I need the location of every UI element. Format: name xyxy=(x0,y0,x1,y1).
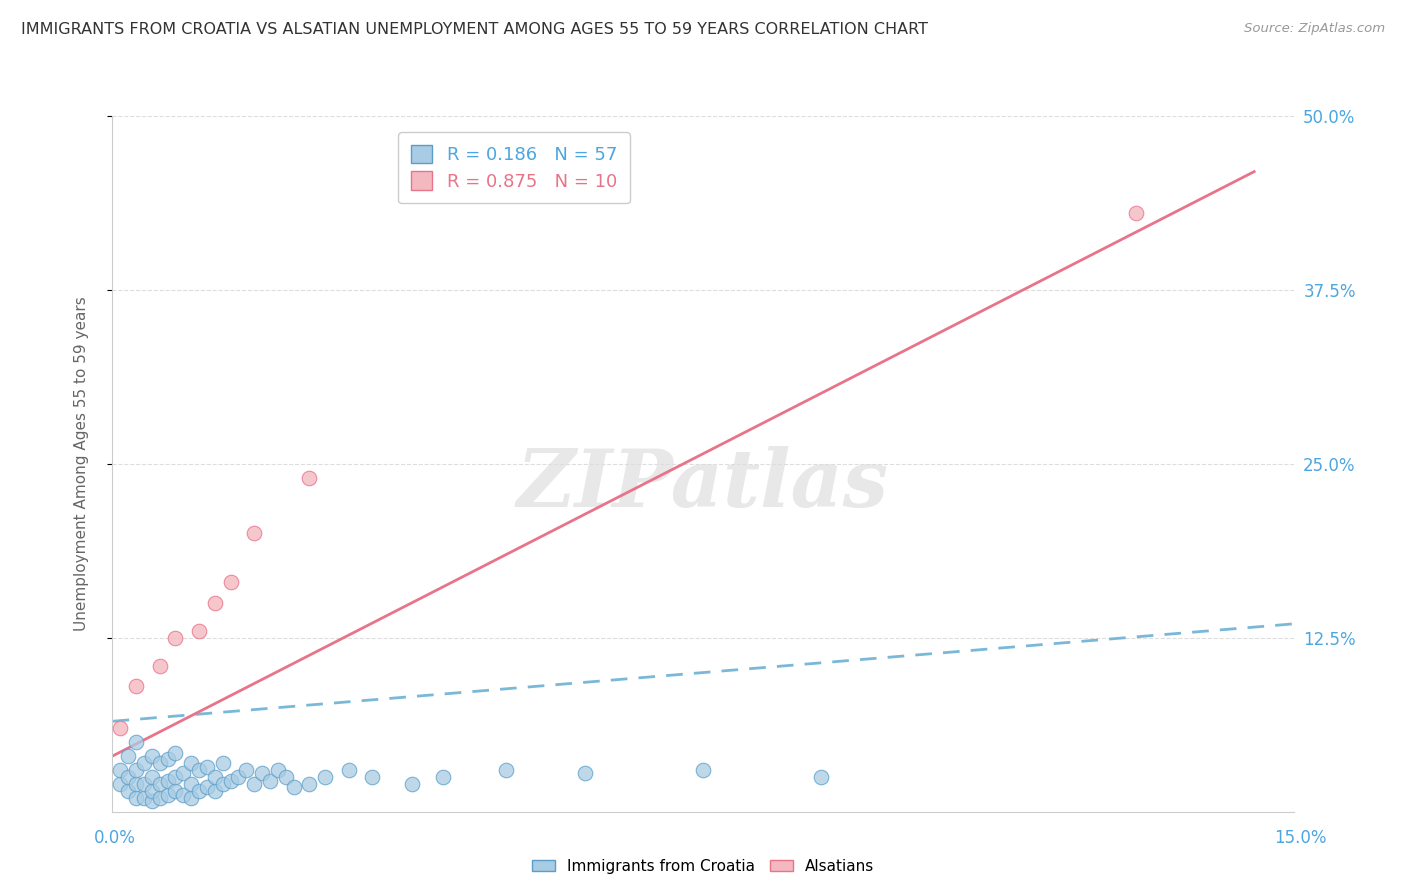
Point xyxy=(180,777,202,791)
Point xyxy=(274,770,297,784)
Point xyxy=(149,777,172,791)
Point xyxy=(125,790,148,805)
Point xyxy=(132,790,155,805)
Point xyxy=(283,780,305,794)
Point xyxy=(401,777,423,791)
Point xyxy=(195,760,218,774)
Point xyxy=(141,794,163,808)
Point xyxy=(180,756,202,770)
Point xyxy=(188,784,211,798)
Point xyxy=(235,763,257,777)
Point xyxy=(810,770,832,784)
Point xyxy=(149,658,172,673)
Point xyxy=(165,631,187,645)
Point xyxy=(125,680,148,694)
Point xyxy=(141,749,163,764)
Point xyxy=(267,763,290,777)
Point xyxy=(361,770,384,784)
Point xyxy=(172,765,194,780)
Point xyxy=(219,575,242,590)
Point xyxy=(259,774,281,789)
Point xyxy=(204,596,226,610)
Point xyxy=(165,784,187,798)
Point xyxy=(165,770,187,784)
Point xyxy=(1125,206,1147,220)
Point xyxy=(125,777,148,791)
Point xyxy=(188,763,211,777)
Point xyxy=(172,788,194,802)
Point xyxy=(432,770,454,784)
Point xyxy=(132,756,155,770)
Point xyxy=(117,784,139,798)
Point xyxy=(110,721,132,735)
Point xyxy=(165,746,187,760)
Point xyxy=(298,777,321,791)
Point xyxy=(180,790,202,805)
Point xyxy=(156,788,179,802)
Point xyxy=(117,749,139,764)
Point xyxy=(298,471,321,485)
Point xyxy=(110,763,132,777)
Y-axis label: Unemployment Among Ages 55 to 59 years: Unemployment Among Ages 55 to 59 years xyxy=(75,296,89,632)
Point xyxy=(188,624,211,638)
Point xyxy=(149,790,172,805)
Point xyxy=(243,526,266,541)
Point xyxy=(243,777,266,791)
Point xyxy=(141,784,163,798)
Point xyxy=(117,770,139,784)
Point xyxy=(337,763,360,777)
Point xyxy=(156,774,179,789)
Point xyxy=(204,784,226,798)
Point xyxy=(219,774,242,789)
Legend: R = 0.186   N = 57, R = 0.875   N = 10: R = 0.186 N = 57, R = 0.875 N = 10 xyxy=(398,132,630,203)
Point xyxy=(195,780,218,794)
Text: Source: ZipAtlas.com: Source: ZipAtlas.com xyxy=(1244,22,1385,36)
Point xyxy=(692,763,714,777)
Point xyxy=(132,777,155,791)
Point xyxy=(156,752,179,766)
Point xyxy=(228,770,250,784)
Point xyxy=(211,777,233,791)
Text: ZIPatlas: ZIPatlas xyxy=(517,446,889,524)
Point xyxy=(110,777,132,791)
Legend: Immigrants from Croatia, Alsatians: Immigrants from Croatia, Alsatians xyxy=(526,853,880,880)
Point xyxy=(125,735,148,749)
Point xyxy=(574,765,596,780)
Text: 0.0%: 0.0% xyxy=(94,829,136,847)
Text: 15.0%: 15.0% xyxy=(1274,829,1327,847)
Point xyxy=(250,765,273,780)
Point xyxy=(495,763,517,777)
Point xyxy=(314,770,336,784)
Point xyxy=(204,770,226,784)
Text: IMMIGRANTS FROM CROATIA VS ALSATIAN UNEMPLOYMENT AMONG AGES 55 TO 59 YEARS CORRE: IMMIGRANTS FROM CROATIA VS ALSATIAN UNEM… xyxy=(21,22,928,37)
Point xyxy=(141,770,163,784)
Point xyxy=(211,756,233,770)
Point xyxy=(125,763,148,777)
Point xyxy=(149,756,172,770)
